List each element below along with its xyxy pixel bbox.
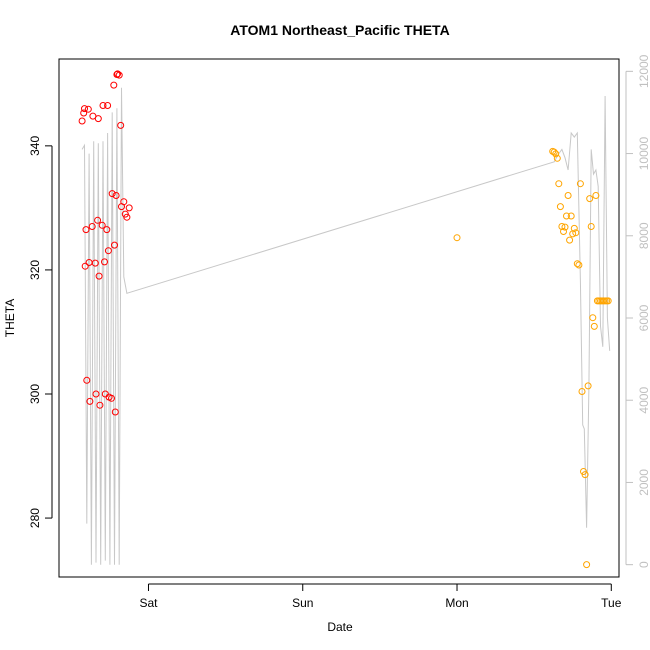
axes-layer: Sat Sun Mon Tue 280 300 320 340 0 2000 4000 6000 800… — [28, 54, 650, 610]
y2-tick-label: 8000 — [637, 222, 650, 249]
x-tick-label: Tue — [601, 596, 622, 610]
data-point — [581, 471, 589, 479]
y-tick-label: 280 — [28, 508, 42, 528]
chart-title: ATOM1 Northeast_Pacific THETA — [230, 22, 449, 38]
data-point — [570, 224, 578, 232]
plot-frame — [58, 58, 620, 578]
y2-tick-label: 12000 — [637, 54, 650, 88]
y-axis-label: THETA — [3, 299, 17, 337]
depth-series-line — [81, 87, 611, 565]
y-tick-label: 340 — [28, 136, 42, 156]
data-point — [573, 260, 581, 268]
data-point — [587, 223, 595, 230]
x-tick-label: Sun — [292, 596, 313, 610]
data-point — [82, 226, 90, 234]
data-point — [563, 212, 570, 220]
data-point — [98, 221, 106, 229]
data-point — [123, 213, 131, 221]
data-point — [88, 223, 96, 230]
data-point — [552, 150, 560, 158]
data-point — [586, 195, 594, 203]
data-point — [584, 382, 592, 390]
data-point — [95, 272, 103, 280]
x-tick-label: Sat — [139, 596, 158, 610]
y2-tick-label: 0 — [637, 561, 650, 568]
y2-tick-label: 4000 — [637, 387, 650, 414]
data-point — [111, 241, 118, 249]
data-point — [590, 322, 598, 330]
data-point — [81, 262, 89, 270]
x-axis-label: Date — [327, 620, 353, 634]
y2-tick-label: 2000 — [637, 469, 650, 496]
x-tick-label: Mon — [445, 596, 468, 610]
y-tick-label: 320 — [28, 260, 42, 280]
y-tick-label: 300 — [28, 384, 42, 404]
data-point — [576, 180, 584, 188]
data-point — [81, 105, 88, 113]
data-point — [117, 121, 125, 129]
data-point — [84, 105, 92, 113]
data-point — [556, 203, 564, 211]
data-point — [553, 154, 561, 162]
data-point — [578, 388, 586, 395]
data-point — [112, 192, 120, 199]
data-point — [108, 190, 116, 198]
data-point — [550, 148, 558, 156]
data-point — [96, 401, 104, 409]
data-point — [120, 198, 128, 206]
data-point — [575, 261, 583, 269]
data-point — [592, 192, 600, 199]
data-point — [108, 394, 115, 402]
data-point — [85, 259, 93, 266]
data-point — [572, 229, 580, 237]
data-point — [104, 247, 112, 255]
data-point — [115, 71, 123, 79]
data-point — [604, 297, 612, 305]
data-point — [560, 228, 567, 235]
data-point — [566, 236, 574, 244]
data-point — [91, 259, 99, 267]
data-point — [94, 115, 102, 123]
y2-tick-label: 6000 — [637, 304, 650, 331]
data-point — [78, 117, 86, 125]
data-point — [125, 204, 133, 212]
y2-tick-label: 10000 — [637, 137, 650, 171]
data-point — [583, 561, 591, 569]
data-point — [80, 109, 88, 117]
depth-line-layer — [81, 87, 611, 565]
data-point — [92, 390, 100, 398]
data-point — [589, 314, 597, 322]
data-point — [561, 223, 569, 231]
data-point — [555, 180, 563, 188]
data-point — [94, 216, 102, 224]
data-point — [86, 397, 94, 405]
data-point — [110, 81, 118, 89]
data-point — [453, 234, 461, 242]
data-point — [564, 192, 572, 199]
data-point — [111, 408, 119, 416]
data-point — [101, 390, 109, 398]
data-point — [101, 258, 108, 266]
data-point — [99, 102, 107, 109]
data-point — [83, 376, 91, 384]
data-point — [114, 70, 122, 78]
data-point — [558, 223, 566, 230]
data-points-layer — [78, 70, 612, 569]
data-point — [104, 102, 112, 109]
data-point — [567, 212, 575, 220]
data-point — [103, 226, 111, 234]
